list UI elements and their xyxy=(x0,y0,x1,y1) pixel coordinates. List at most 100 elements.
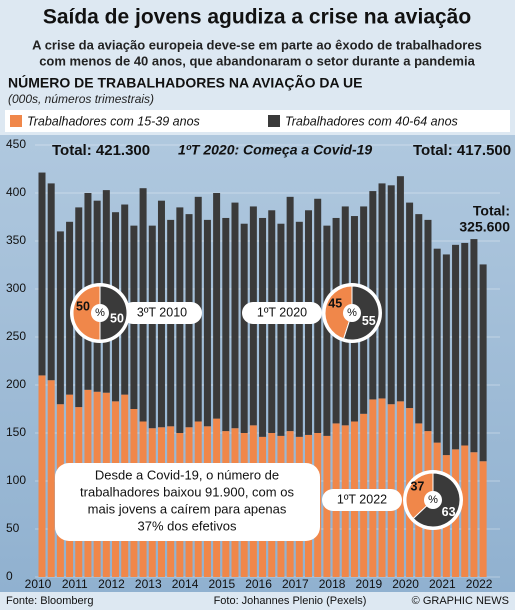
note-box xyxy=(55,463,320,541)
pie-center xyxy=(343,304,361,322)
legend-label: Trabalhadores com 40-64 anos xyxy=(285,114,458,128)
pie-symbol: % xyxy=(347,307,357,319)
legend-swatch xyxy=(10,115,22,127)
y-tick-label: 200 xyxy=(6,377,26,391)
bar-segment xyxy=(406,202,414,409)
note-line: Desde a Covid-19, o número de xyxy=(95,467,279,482)
y-tick-label: 50 xyxy=(6,521,20,535)
y-tick-label: 400 xyxy=(6,185,26,199)
bar-segment xyxy=(38,375,46,577)
y-tick-label: 100 xyxy=(6,473,26,487)
footer-text: Foto: Johannes Plenio (Pexels) xyxy=(214,595,367,607)
pie-slice xyxy=(343,285,380,341)
bar-segment xyxy=(479,461,487,577)
x-tick-label: 2010 xyxy=(25,577,52,591)
bar-segment xyxy=(442,254,450,456)
note-line: trabalhadores baixou 91.900, com os xyxy=(80,484,294,499)
y-tick-label: 250 xyxy=(6,329,26,343)
bar-segment xyxy=(369,399,377,577)
pie-value: 45 xyxy=(328,297,342,311)
bar-segment xyxy=(38,172,46,376)
pie-value: 55 xyxy=(362,314,376,328)
bar-segment xyxy=(378,183,386,399)
bar-segment xyxy=(396,401,404,577)
bar-segment xyxy=(66,221,74,395)
bar-segment xyxy=(231,202,239,429)
bar-segment xyxy=(479,264,487,462)
note-line: 37% dos efetivos xyxy=(137,518,237,533)
bar-segment xyxy=(56,231,64,405)
x-tick-label: 2019 xyxy=(355,577,382,591)
legend xyxy=(5,110,510,132)
y-tick-label: 0 xyxy=(6,569,13,583)
note-line: mais jovens a caírem para apenas xyxy=(88,501,287,516)
bar-segment xyxy=(47,380,55,577)
bar-segment xyxy=(378,398,386,577)
pie-center xyxy=(91,304,109,322)
x-tick-label: 2022 xyxy=(466,577,493,591)
bar-segment xyxy=(47,183,55,381)
x-tick-label: 2011 xyxy=(62,577,88,591)
bar-segment xyxy=(396,176,404,402)
pie-label: 3ºT 2010 xyxy=(137,305,187,319)
heading: NÚMERO DE TRABALHADORES NA AVIAÇÃO DA UE xyxy=(8,74,362,91)
footer-bg xyxy=(0,592,515,610)
pie-value: 50 xyxy=(76,299,90,313)
pie-slice xyxy=(99,285,128,341)
subtitle: A crise da aviação europeia deve-se em p… xyxy=(32,37,482,52)
bar-segment xyxy=(452,244,460,450)
bar-segment xyxy=(433,248,441,443)
x-tick-label: 2018 xyxy=(319,577,346,591)
pie-value: 37 xyxy=(410,480,424,494)
bar-segment xyxy=(461,445,469,577)
x-tick-label: 2012 xyxy=(98,577,125,591)
pie-label-box xyxy=(122,302,202,324)
bar-segment xyxy=(415,214,423,424)
legend-swatch xyxy=(268,115,280,127)
pie-slice xyxy=(72,285,101,341)
annotation: Total: 417.500 xyxy=(413,142,511,159)
pie-label-box xyxy=(242,302,322,324)
y-tick-label: 300 xyxy=(6,281,26,295)
bar-segment xyxy=(240,223,248,433)
pie-center xyxy=(424,491,442,509)
bar-segment xyxy=(470,452,478,577)
footer-text: © GRAPHIC NEWS xyxy=(412,595,509,607)
bar-segment xyxy=(295,221,303,437)
x-tick-label: 2017 xyxy=(282,577,309,591)
x-tick-label: 2021 xyxy=(429,577,456,591)
title: Saída de jovens agudiza a crise na aviaç… xyxy=(43,6,471,29)
units: (000s, números trimestrais) xyxy=(8,92,154,106)
bar-segment xyxy=(277,223,285,436)
y-tick-label: 350 xyxy=(6,233,26,247)
legend-label: Trabalhadores com 15-39 anos xyxy=(27,114,200,128)
x-tick-label: 2015 xyxy=(208,577,235,591)
pie-value: 63 xyxy=(442,505,456,519)
bar-segment xyxy=(203,219,211,427)
x-tick-label: 2014 xyxy=(172,577,199,591)
annotation: 325.600 xyxy=(459,219,510,235)
annotation: Total: xyxy=(473,203,510,219)
pie-slice xyxy=(405,472,434,520)
pie-slice xyxy=(324,285,353,340)
bar-segment xyxy=(222,217,230,432)
pie-label: 1ºT 2020 xyxy=(257,305,307,319)
x-tick-label: 2020 xyxy=(392,577,419,591)
y-tick-label: 150 xyxy=(6,425,26,439)
bar-segment xyxy=(213,193,221,419)
x-tick-label: 2016 xyxy=(245,577,272,591)
annotation: 1ºT 2020: Começa a Covid-19 xyxy=(178,142,372,158)
bar-segment xyxy=(387,185,395,405)
bar-segment xyxy=(259,217,267,437)
pie-label: 1ºT 2022 xyxy=(337,492,387,506)
pie-symbol: % xyxy=(95,307,105,319)
bar-segment xyxy=(461,242,469,446)
subtitle: com menos de 40 anos, que abandonaram o … xyxy=(39,53,475,68)
bar-segment xyxy=(323,225,331,436)
annotation: Total: 421.300 xyxy=(52,142,150,159)
bar-segment xyxy=(424,219,432,432)
pie-symbol: % xyxy=(428,494,438,506)
x-tick-label: 2013 xyxy=(135,577,162,591)
